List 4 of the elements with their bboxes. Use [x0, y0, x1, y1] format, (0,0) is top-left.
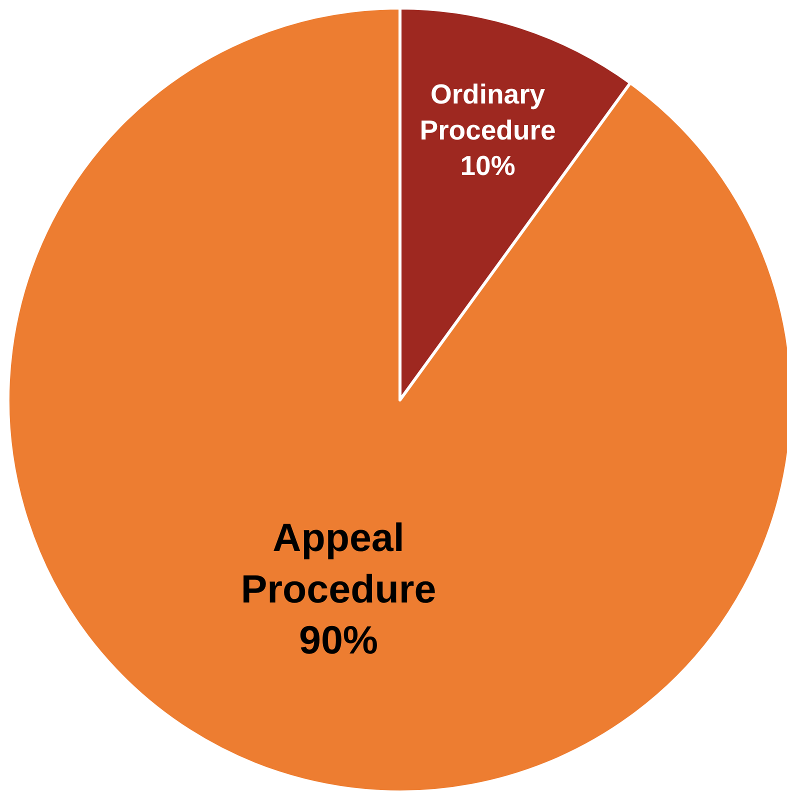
- data-label: 90%: [298, 618, 378, 663]
- slice-label: Appeal Procedure: [240, 516, 436, 612]
- slice-label: Ordinary Procedure: [420, 78, 556, 146]
- data-label: 10%: [460, 150, 516, 182]
